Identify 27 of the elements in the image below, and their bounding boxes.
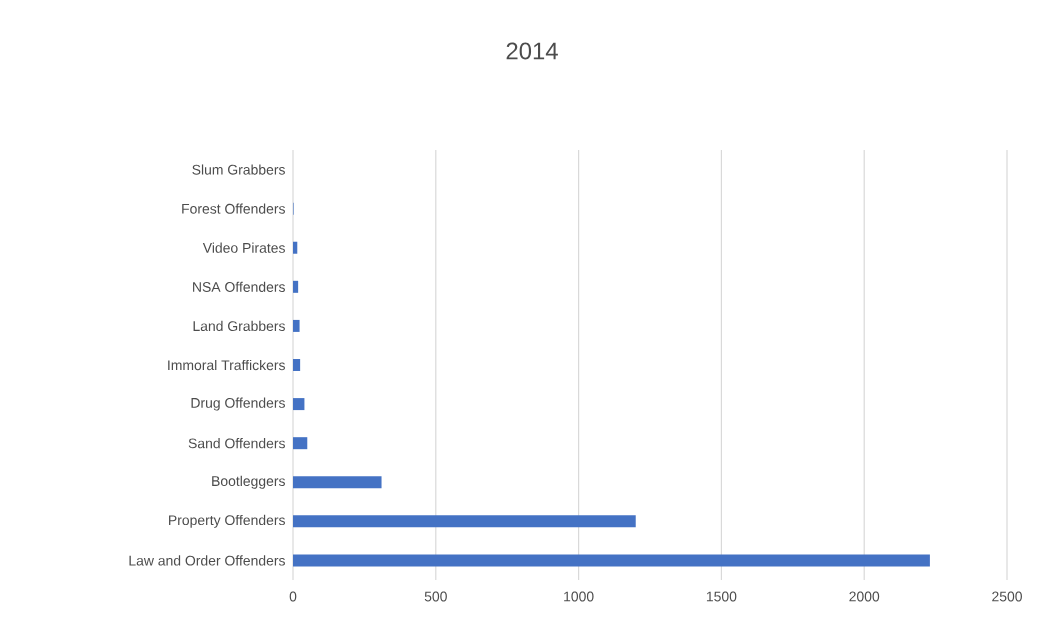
y-tick-label: Drug Offenders <box>191 397 285 411</box>
bar <box>293 476 382 489</box>
bar <box>293 359 301 371</box>
x-tick-label: 500 <box>424 591 447 602</box>
bar <box>293 280 299 293</box>
bar <box>293 241 298 254</box>
bar <box>293 319 300 332</box>
y-tick-label: Forest Offenders <box>182 203 285 214</box>
y-tick-label: Property Offenders <box>169 514 285 528</box>
y-tick-label: NSA Offenders <box>193 281 285 292</box>
x-tick-label: 1500 <box>706 591 737 602</box>
y-tick-label: Immoral Traffickers <box>168 359 285 371</box>
y-tick-label: Land Grabbers <box>193 320 285 332</box>
y-tick-label: Law and Order Offenders <box>129 555 285 566</box>
chart-title: 2014 <box>506 42 558 60</box>
y-tick-label: Sand Offenders <box>188 438 285 449</box>
x-tick-label: 2000 <box>849 591 880 602</box>
y-tick-label: Bootleggers <box>212 475 285 489</box>
y-tick-label: Slum Grabbers <box>192 164 285 175</box>
x-tick-label: 0 <box>289 591 297 602</box>
bar <box>293 437 308 450</box>
x-tick-label: 2500 <box>992 591 1022 602</box>
x-tick-label: 1000 <box>564 591 594 602</box>
bar <box>293 554 930 567</box>
bar <box>293 398 305 411</box>
bar <box>293 515 636 528</box>
y-tick-label: Video Pirates <box>202 242 285 253</box>
